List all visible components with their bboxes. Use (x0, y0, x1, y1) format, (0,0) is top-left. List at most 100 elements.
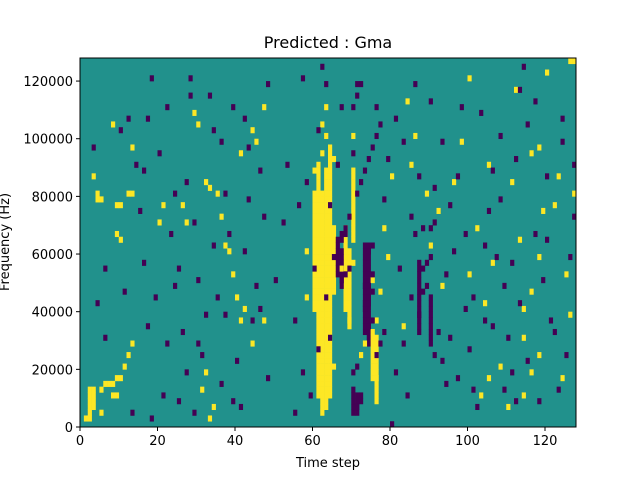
heatmap-cell (374, 380, 379, 387)
heatmap-cell (204, 179, 209, 186)
heatmap-cell (355, 409, 360, 416)
heatmap-cell (351, 230, 356, 238)
heatmap-cell (184, 179, 189, 186)
heatmap-cell (421, 265, 426, 272)
heatmap-cell (328, 242, 333, 249)
heatmap-cell (463, 230, 468, 238)
heatmap-cell (324, 352, 329, 359)
heatmap-cell (114, 230, 120, 238)
heatmap-cell (452, 179, 457, 186)
heatmap-cell (331, 265, 337, 272)
heatmap-cell (316, 225, 321, 232)
x-tick-label: 0 (76, 434, 84, 449)
heatmap-cell (316, 161, 321, 168)
heatmap-cell (227, 230, 232, 238)
heatmap-cell (328, 207, 333, 214)
heatmap-cell (486, 161, 492, 168)
heatmap-cell (331, 242, 337, 249)
y-tick-label: 120000 (23, 75, 73, 90)
heatmap-cell (370, 369, 375, 376)
heatmap-cell (328, 144, 333, 151)
heatmap-cell (351, 219, 356, 226)
heatmap-cell (207, 184, 213, 191)
heatmap-cell (320, 375, 325, 382)
heatmap-cell (355, 190, 360, 197)
heatmap-cell (339, 230, 344, 238)
heatmap-cell (316, 334, 321, 341)
heatmap-cell (359, 81, 364, 88)
heatmap-cell (374, 398, 379, 405)
heatmap-cell (428, 294, 433, 301)
heatmap-cell (320, 265, 325, 272)
heatmap-cell (502, 386, 507, 393)
heatmap-cell (483, 300, 488, 307)
heatmap-cell (130, 340, 135, 347)
heatmap-cell (339, 282, 344, 289)
heatmap-cell (223, 190, 228, 197)
heatmap-cell (355, 398, 360, 405)
heatmap-cell (316, 357, 321, 364)
heatmap-cell (328, 150, 333, 157)
heatmap-cell (328, 294, 333, 301)
heatmap-cell (521, 305, 526, 312)
heatmap-cell (351, 403, 356, 411)
heatmap-cell (211, 403, 216, 411)
heatmap-cell (215, 190, 220, 197)
heatmap-cell (320, 328, 325, 336)
heatmap-cell (324, 363, 329, 370)
heatmap-cell (173, 190, 178, 197)
heatmap-cell (316, 173, 321, 180)
heatmap-cell (355, 403, 360, 411)
heatmap-cell (362, 248, 368, 255)
heatmap-cell (343, 288, 348, 295)
x-axis-label: Time step (295, 456, 360, 471)
heatmap-cell (498, 132, 503, 140)
heatmap-cell (316, 386, 321, 393)
y-tick-label: 0 (65, 421, 73, 436)
heatmap-cell (320, 242, 325, 249)
y-tick-label: 60000 (32, 248, 73, 263)
heatmap-cell (130, 409, 135, 416)
heatmap-cell (374, 104, 379, 111)
heatmap-cell (533, 98, 538, 105)
heatmap-cell (347, 323, 352, 330)
heatmap-cell (324, 213, 329, 220)
heatmap-cell (556, 173, 561, 180)
heatmap-cell (421, 225, 426, 232)
heatmap-cell (316, 271, 321, 278)
heatmap-cell (370, 334, 375, 341)
heatmap-cell (180, 202, 185, 209)
heatmap-cell (250, 340, 255, 347)
heatmap-cell (452, 248, 457, 255)
heatmap-cell (312, 265, 317, 272)
heatmap-cell (328, 357, 333, 364)
heatmap-cell (564, 352, 569, 359)
heatmap-cell (242, 115, 247, 122)
heatmap-cell (339, 104, 344, 111)
heatmap-cell (328, 173, 333, 180)
heatmap-cell (331, 230, 337, 238)
heatmap-cell (366, 300, 371, 307)
heatmap-cell (362, 311, 368, 318)
heatmap-cell (428, 254, 433, 261)
heatmap-cell (316, 282, 321, 289)
heatmap-cell (432, 184, 437, 191)
heatmap-cell (320, 352, 325, 359)
heatmap-cell (556, 386, 561, 393)
heatmap-cell (293, 317, 298, 324)
heatmap-cell (347, 213, 352, 220)
heatmap-cell (188, 92, 193, 99)
heatmap-cell (316, 190, 321, 197)
heatmap-cell (359, 398, 364, 405)
heatmap-cell (188, 75, 193, 82)
heatmap-cell (347, 248, 352, 255)
heatmap-cell (366, 248, 371, 255)
heatmap-cell (331, 288, 337, 295)
heatmap-cell (316, 207, 321, 214)
heatmap-cell (134, 161, 139, 168)
heatmap-cell (320, 403, 325, 411)
heatmap-cell (223, 242, 228, 249)
heatmap-cell (99, 386, 104, 393)
heatmap-cell (328, 161, 333, 168)
y-tick-label: 80000 (32, 190, 73, 205)
